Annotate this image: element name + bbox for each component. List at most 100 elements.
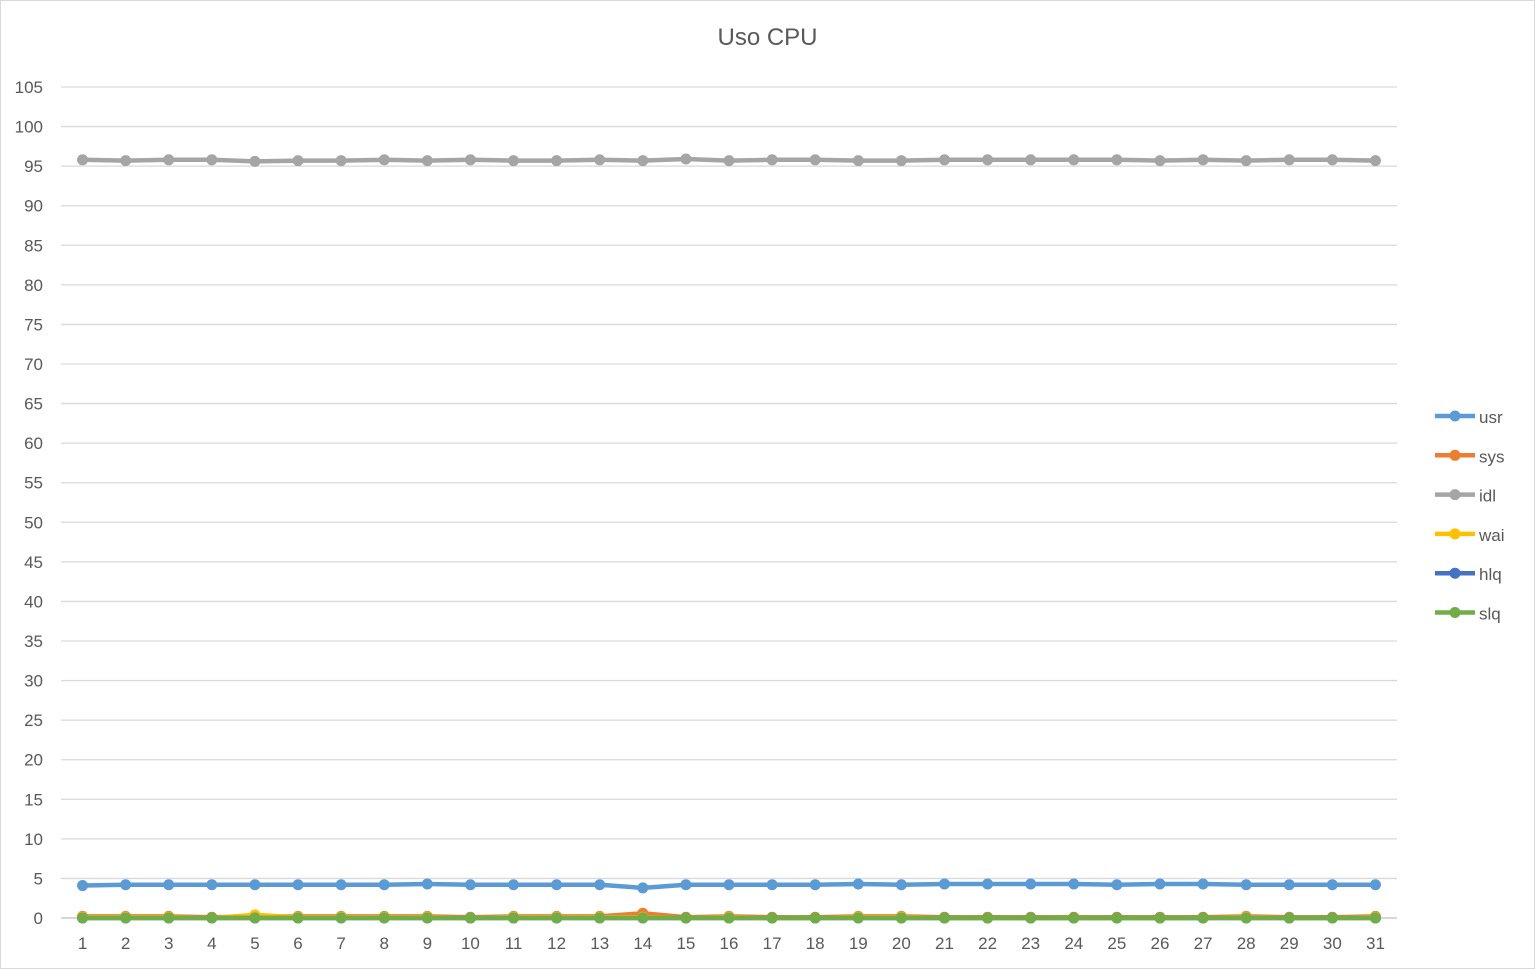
y-tick-label: 35: [24, 632, 43, 651]
data-point-idl: [1240, 155, 1252, 167]
data-point-idl: [249, 155, 261, 167]
data-point-usr: [938, 878, 950, 890]
x-tick-label: 26: [1151, 934, 1170, 953]
x-tick-label: 8: [379, 934, 388, 953]
y-tick-label: 95: [24, 157, 43, 176]
x-tick-label: 1: [78, 934, 87, 953]
data-point-slq: [1283, 912, 1295, 924]
data-point-idl: [1068, 154, 1080, 166]
data-point-slq: [335, 912, 347, 924]
data-point-usr: [1068, 878, 1080, 890]
y-tick-label: 80: [24, 276, 43, 295]
data-point-idl: [421, 155, 433, 167]
legend-item-hlq: hlq: [1435, 565, 1502, 584]
legend-label: wai: [1478, 526, 1505, 545]
legend-item-usr: usr: [1435, 408, 1503, 427]
data-point-usr: [1369, 879, 1381, 891]
data-point-usr: [77, 880, 89, 892]
data-point-usr: [464, 879, 476, 891]
data-point-idl: [895, 155, 907, 167]
data-point-slq: [464, 912, 476, 924]
x-tick-label: 5: [250, 934, 259, 953]
data-point-idl: [120, 155, 132, 167]
data-point-usr: [1283, 879, 1295, 891]
data-point-slq: [1326, 912, 1338, 924]
legend-label: hlq: [1479, 565, 1502, 584]
data-point-idl: [938, 154, 950, 166]
y-tick-label: 40: [24, 592, 43, 611]
data-point-slq: [982, 912, 994, 924]
y-tick-label: 20: [24, 751, 43, 770]
y-tick-label: 100: [15, 118, 43, 137]
x-tick-label: 23: [1021, 934, 1040, 953]
data-point-slq: [852, 912, 864, 924]
series-usr: [77, 878, 1381, 894]
legend-label: usr: [1479, 408, 1503, 427]
data-point-usr: [852, 878, 864, 890]
y-tick-label: 10: [24, 830, 43, 849]
x-tick-label: 6: [293, 934, 302, 953]
x-tick-label: 10: [461, 934, 480, 953]
data-point-slq: [680, 912, 692, 924]
y-tick-label: 60: [24, 434, 43, 453]
data-point-slq: [766, 912, 778, 924]
data-point-idl: [637, 155, 649, 167]
data-point-usr: [809, 879, 821, 891]
data-point-usr: [249, 879, 261, 891]
legend-label: slq: [1479, 605, 1501, 624]
data-point-idl: [335, 155, 347, 167]
data-point-idl: [206, 154, 218, 166]
data-point-slq: [1111, 912, 1123, 924]
data-point-slq: [1154, 912, 1166, 924]
data-point-usr: [508, 879, 520, 891]
data-point-usr: [1197, 878, 1209, 890]
data-point-idl: [77, 154, 89, 166]
data-point-idl: [852, 155, 864, 167]
legend-marker: [1449, 528, 1461, 540]
data-point-slq: [206, 912, 218, 924]
x-tick-label: 2: [121, 934, 130, 953]
y-tick-label: 85: [24, 236, 43, 255]
data-point-idl: [594, 154, 606, 166]
data-point-idl: [1025, 154, 1037, 166]
data-point-usr: [1326, 879, 1338, 891]
data-point-usr: [163, 879, 175, 891]
data-point-slq: [1068, 912, 1080, 924]
data-point-idl: [1283, 154, 1295, 166]
data-point-slq: [594, 912, 606, 924]
data-point-usr: [637, 882, 649, 894]
data-point-idl: [1326, 154, 1338, 166]
data-point-usr: [895, 879, 907, 891]
data-point-idl: [464, 154, 476, 166]
data-point-slq: [120, 912, 132, 924]
legend-item-sys: sys: [1435, 447, 1505, 466]
data-point-usr: [292, 879, 304, 891]
x-tick-label: 27: [1194, 934, 1213, 953]
data-point-idl: [378, 154, 390, 166]
data-point-usr: [1240, 879, 1252, 891]
data-point-slq: [895, 912, 907, 924]
data-point-usr: [551, 879, 563, 891]
y-tick-label: 15: [24, 790, 43, 809]
data-point-idl: [1197, 154, 1209, 166]
data-point-usr: [723, 879, 735, 891]
data-point-usr: [766, 879, 778, 891]
legend: usr sys idl wai hlq slq: [1435, 408, 1505, 624]
data-point-usr: [1111, 879, 1123, 891]
x-tick-label: 24: [1064, 934, 1083, 953]
data-point-idl: [1369, 155, 1381, 167]
data-point-slq: [249, 912, 261, 924]
data-point-slq: [378, 912, 390, 924]
legend-label: idl: [1479, 487, 1496, 506]
data-point-idl: [508, 155, 520, 167]
x-tick-label: 30: [1323, 934, 1342, 953]
x-tick-label: 12: [547, 934, 566, 953]
data-point-slq: [508, 912, 520, 924]
x-tick-label: 20: [892, 934, 911, 953]
data-point-slq: [551, 912, 563, 924]
data-point-slq: [163, 912, 175, 924]
x-tick-label: 9: [423, 934, 432, 953]
data-point-usr: [982, 878, 994, 890]
x-tick-label: 29: [1280, 934, 1299, 953]
